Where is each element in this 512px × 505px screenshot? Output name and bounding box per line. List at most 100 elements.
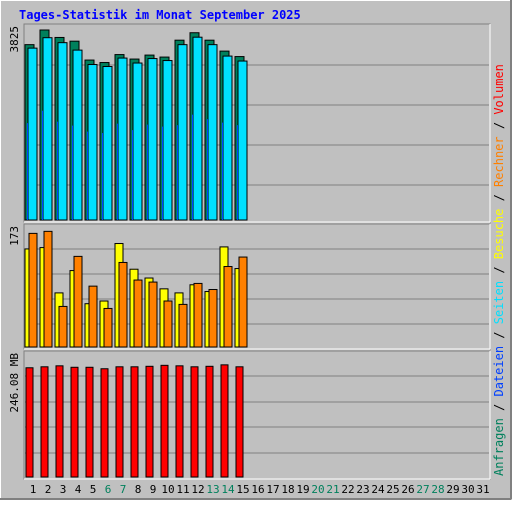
x-tick-label-day-1: 1 (30, 483, 37, 496)
bar-volumen-day-11 (175, 365, 184, 478)
legend-text: Anfragen / Dateien / Seiten / Besuche / … (492, 64, 506, 476)
bar-rechner-day-15 (238, 256, 248, 348)
bar-seiten-day-1 (27, 47, 38, 221)
bar-seiten-day-7 (117, 57, 128, 221)
x-tick-label-day-13: 13 (206, 483, 219, 496)
bar-rechner-day-6 (103, 307, 113, 348)
bar-rechner-day-4 (73, 255, 83, 348)
bar-dateien-day-5 (87, 131, 88, 220)
bar-rechner-day-10 (163, 300, 173, 348)
bar-volumen-day-14 (220, 364, 229, 478)
volume-panel: 246.08 MB (8, 350, 491, 480)
x-tick-label-day-18: 18 (281, 483, 294, 496)
x-tick-label-day-30: 30 (461, 483, 474, 496)
requests-panel: 3825 (8, 23, 491, 223)
bar-seiten-day-9 (147, 58, 158, 221)
x-tick-label-day-22: 22 (341, 483, 354, 496)
x-tick-label-day-17: 17 (266, 483, 279, 496)
bar-dateien-day-2 (42, 110, 43, 220)
chart-title: Tages-Statistik im Monat September 2025 (19, 8, 301, 22)
legend-item- /: / (492, 115, 506, 137)
bar-rechner-day-13 (208, 289, 218, 348)
bar-seiten-day-13 (207, 44, 218, 221)
bar-dateien-day-4 (72, 125, 73, 220)
bar-rechner-day-12 (193, 282, 203, 348)
bar-dateien-day-11 (177, 125, 178, 220)
bar-seiten-day-2 (42, 37, 53, 221)
bar-seiten-day-15 (237, 60, 248, 221)
bar-volumen-day-3 (55, 365, 64, 478)
bar-dateien-day-13 (207, 119, 208, 220)
bar-rechner-day-9 (148, 281, 158, 348)
x-tick-label-day-8: 8 (135, 483, 142, 496)
bar-dateien-day-8 (132, 130, 133, 220)
x-tick-label-day-26: 26 (401, 483, 414, 496)
bar-volumen-day-13 (205, 365, 214, 478)
y-axis-max-label: 3825 (8, 26, 21, 53)
bar-seiten-day-10 (162, 60, 173, 221)
legend-item-seiten: Seiten (492, 281, 506, 324)
x-tick-label-day-20: 20 (311, 483, 324, 496)
x-tick-label-day-31: 31 (476, 483, 489, 496)
bar-dateien-day-12 (192, 114, 193, 220)
bar-volumen-day-6 (100, 368, 109, 478)
visits-panel: 173 (8, 223, 491, 350)
y-axis-max-label: 173 (8, 226, 21, 246)
x-tick-label-day-23: 23 (356, 483, 369, 496)
legend-item- /: / (492, 324, 506, 346)
bar-rechner-day-8 (133, 279, 143, 348)
x-axis-day-labels: 1 2 3 4 5 6 7 8 9 10 11 12 13 14 15 16 17 18 19 20 21 22 23 24 2… (30, 483, 490, 496)
x-tick-label-day-7: 7 (120, 483, 127, 496)
bar-volumen-day-1 (25, 367, 34, 478)
bar-volumen-day-5 (85, 366, 94, 478)
x-tick-label-day-21: 21 (326, 483, 339, 496)
bar-dateien-day-6 (102, 133, 103, 220)
y-axis-max-label: 246.08 MB (8, 353, 21, 413)
panel-frame (23, 350, 491, 480)
x-tick-label-day-24: 24 (371, 483, 385, 496)
x-tick-label-day-27: 27 (416, 483, 429, 496)
x-tick-label-day-2: 2 (45, 483, 52, 496)
bar-seiten-day-14 (222, 55, 233, 221)
x-tick-label-day-4: 4 (75, 483, 82, 496)
x-tick-label-day-29: 29 (446, 483, 459, 496)
bar-dateien-day-3 (57, 121, 58, 220)
bar-rechner-day-3 (58, 305, 68, 348)
bar-volumen-day-2 (40, 366, 49, 478)
legend-item-rechner: Rechner (492, 136, 506, 187)
bar-seiten-day-12 (192, 36, 203, 221)
x-tick-label-day-10: 10 (161, 483, 174, 496)
vertical-legend: Anfragen / Dateien / Seiten / Besuche / … (492, 64, 506, 476)
x-tick-label-day-9: 9 (150, 483, 157, 496)
bar-volumen-day-10 (160, 364, 169, 478)
x-tick-label-day-3: 3 (60, 483, 67, 496)
legend-item-besuche: Besuche (492, 209, 506, 260)
x-tick-label-day-19: 19 (296, 483, 309, 496)
bar-volumen-day-8 (130, 366, 139, 478)
bar-rechner-day-1 (28, 232, 38, 348)
bar-volumen-day-4 (70, 366, 79, 478)
bar-dateien-day-1 (27, 123, 28, 220)
x-tick-label-day-11: 11 (176, 483, 189, 496)
bar-dateien-day-10 (162, 126, 163, 220)
bar-dateien-day-15 (237, 125, 238, 220)
legend-item-dateien: Dateien (492, 346, 506, 397)
chart-panels: 3825 173 246.08 MB (8, 23, 491, 480)
bar-rechner-day-11 (178, 303, 188, 348)
x-tick-label-day-25: 25 (386, 483, 399, 496)
x-tick-label-day-12: 12 (191, 483, 204, 496)
x-tick-label-day-28: 28 (431, 483, 444, 496)
bar-volumen-day-7 (115, 366, 124, 478)
bar-dateien-day-9 (147, 124, 148, 220)
legend-item- /: / (492, 259, 506, 281)
x-tick-label-day-5: 5 (90, 483, 97, 496)
x-tick-label-day-15: 15 (236, 483, 249, 496)
x-tick-label-day-6: 6 (105, 483, 112, 496)
x-tick-label-day-16: 16 (251, 483, 264, 496)
legend-item-anfragen: Anfragen (492, 418, 506, 476)
bar-volumen-day-9 (145, 365, 154, 478)
legend-item- /: / (492, 187, 506, 209)
bar-seiten-day-5 (87, 64, 98, 221)
